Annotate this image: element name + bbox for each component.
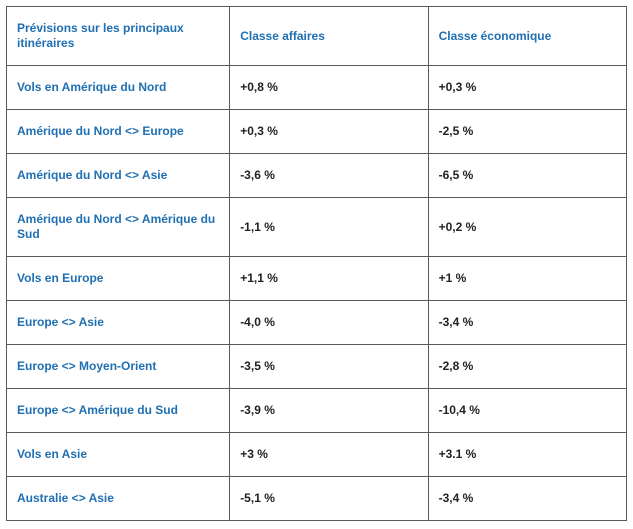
row-business: +0,8 %: [230, 66, 428, 110]
row-economy: -10,4 %: [428, 389, 626, 433]
col-header-itinerary: Prévisions sur les principaux itinéraire…: [7, 7, 230, 66]
col-header-economy: Classe économique: [428, 7, 626, 66]
table-header-row: Prévisions sur les principaux itinéraire…: [7, 7, 627, 66]
row-label: Vols en Amérique du Nord: [7, 66, 230, 110]
row-business: -5,1 %: [230, 477, 428, 521]
row-business: -3,5 %: [230, 345, 428, 389]
row-business: +0,3 %: [230, 110, 428, 154]
row-economy: +1 %: [428, 257, 626, 301]
row-label: Amérique du Nord <> Amérique du Sud: [7, 198, 230, 257]
table-row: Europe <> Asie -4,0 % -3,4 %: [7, 301, 627, 345]
row-label: Australie <> Asie: [7, 477, 230, 521]
row-business: -1,1 %: [230, 198, 428, 257]
row-business: +3 %: [230, 433, 428, 477]
row-economy: +0,2 %: [428, 198, 626, 257]
row-business: -3,6 %: [230, 154, 428, 198]
row-label: Amérique du Nord <> Europe: [7, 110, 230, 154]
table-row: Vols en Europe +1,1 % +1 %: [7, 257, 627, 301]
row-label: Amérique du Nord <> Asie: [7, 154, 230, 198]
row-economy: +3.1 %: [428, 433, 626, 477]
row-economy: -6,5 %: [428, 154, 626, 198]
row-label: Vols en Asie: [7, 433, 230, 477]
row-economy: -2,5 %: [428, 110, 626, 154]
table-row: Europe <> Amérique du Sud -3,9 % -10,4 %: [7, 389, 627, 433]
row-business: -4,0 %: [230, 301, 428, 345]
table-row: Amérique du Nord <> Amérique du Sud -1,1…: [7, 198, 627, 257]
row-label: Europe <> Moyen-Orient: [7, 345, 230, 389]
row-label: Europe <> Asie: [7, 301, 230, 345]
table-row: Vols en Amérique du Nord +0,8 % +0,3 %: [7, 66, 627, 110]
table-row: Amérique du Nord <> Asie -3,6 % -6,5 %: [7, 154, 627, 198]
row-business: -3,9 %: [230, 389, 428, 433]
forecast-table-container: Prévisions sur les principaux itinéraire…: [0, 0, 633, 529]
row-economy: -2,8 %: [428, 345, 626, 389]
table-row: Amérique du Nord <> Europe +0,3 % -2,5 %: [7, 110, 627, 154]
forecast-table: Prévisions sur les principaux itinéraire…: [6, 6, 627, 521]
table-row: Australie <> Asie -5,1 % -3,4 %: [7, 477, 627, 521]
row-economy: -3,4 %: [428, 477, 626, 521]
row-economy: -3,4 %: [428, 301, 626, 345]
row-label: Vols en Europe: [7, 257, 230, 301]
table-row: Europe <> Moyen-Orient -3,5 % -2,8 %: [7, 345, 627, 389]
row-economy: +0,3 %: [428, 66, 626, 110]
col-header-business: Classe affaires: [230, 7, 428, 66]
row-label: Europe <> Amérique du Sud: [7, 389, 230, 433]
row-business: +1,1 %: [230, 257, 428, 301]
table-row: Vols en Asie +3 % +3.1 %: [7, 433, 627, 477]
